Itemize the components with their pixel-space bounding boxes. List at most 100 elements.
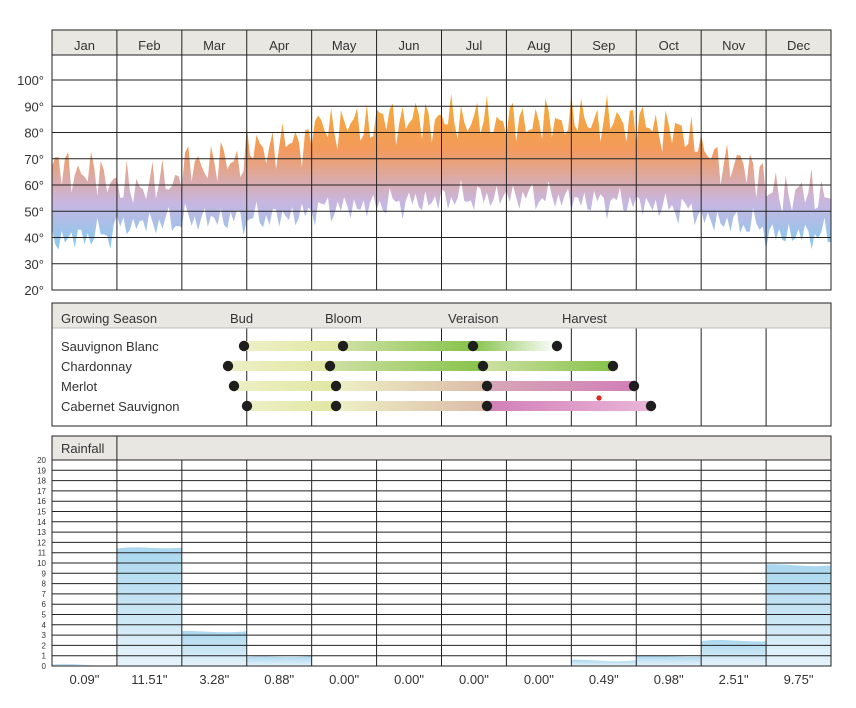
temperature-tick-label: 50° [24, 204, 44, 219]
rainfall-tick-label: 3 [42, 631, 47, 640]
stage-segment [487, 381, 634, 391]
rainfall-tick-label: 17 [37, 487, 46, 496]
temperature-frame [51, 29, 832, 291]
stage-segment [228, 361, 330, 371]
rainfall-tick-label: 4 [42, 621, 47, 630]
stage-dot-bud [228, 380, 240, 392]
rainfall-tick-label: 2 [42, 641, 47, 650]
rainfall-tick-label: 0 [42, 662, 47, 671]
stage-dot-harvest [607, 360, 619, 372]
rainfall-bar-feb [116, 547, 182, 666]
rainfall-tick-label: 15 [37, 508, 46, 517]
rainfall-bar-dec [766, 564, 831, 666]
month-label-feb: Feb [138, 38, 160, 53]
rainfall-tick-label: 6 [42, 600, 47, 609]
temperature-tick-label: 60° [24, 178, 44, 193]
rainfall-bar-jan [52, 663, 117, 666]
temperature-tick-label: 80° [24, 126, 44, 141]
rainfall-tick-label: 20 [37, 456, 46, 465]
rainfall-tick-label: 13 [37, 528, 46, 537]
month-label-may: May [332, 38, 357, 53]
stage-label-veraison: Veraison [448, 311, 499, 326]
variety-label: Chardonnay [61, 359, 132, 374]
month-label-mar: Mar [203, 38, 226, 53]
stage-segment [336, 381, 487, 391]
variety-label: Sauvignon Blanc [61, 339, 159, 354]
rainfall-total-oct: 0.98" [654, 672, 684, 687]
stage-dot-harvest [628, 380, 640, 392]
temperature-tick-label: 20° [24, 283, 44, 298]
stage-segment [343, 341, 473, 351]
rainfall-tick-label: 18 [37, 477, 46, 486]
stage-segment [234, 381, 336, 391]
stage-dot-bud [241, 400, 253, 412]
growing-season-chart: Growing Season Bud Bloom Veraison Harvest Sau… [51, 302, 832, 427]
stage-segment [487, 401, 651, 411]
rainfall-total-feb: 11.51" [131, 672, 168, 687]
month-label-dec: Dec [787, 38, 811, 53]
stage-label-bud: Bud [230, 311, 253, 326]
rainfall-tick-label: 12 [37, 538, 46, 547]
month-label-jul: Jul [466, 38, 483, 53]
rainfall-total-jan: 0.09" [69, 672, 99, 687]
rainfall-tick-label: 11 [38, 549, 47, 558]
stage-dot-veraison [467, 340, 479, 352]
stage-dot-harvest [551, 340, 563, 352]
month-label-jan: Jan [74, 38, 95, 53]
stage-dot-veraison [481, 380, 493, 392]
growing-frame [51, 302, 832, 427]
rainfall-chart: Rainfall20191817161514131211109876543210… [37, 435, 832, 687]
month-label-oct: Oct [659, 38, 680, 53]
rainfall-bar-sep [571, 659, 637, 666]
month-label-aug: Aug [527, 38, 550, 53]
rainfall-header-band [52, 436, 831, 460]
rainfall-tick-label: 19 [37, 466, 46, 475]
rainfall-bar-mar [181, 630, 247, 666]
rainfall-tick-label: 9 [42, 569, 47, 578]
rainfall-bar-oct [636, 655, 702, 666]
month-label-sep: Sep [592, 38, 615, 53]
temperature-tick-label: 90° [24, 99, 44, 114]
stage-segment [473, 341, 557, 351]
stage-label-harvest: Harvest [562, 311, 607, 326]
variety-label: Cabernet Sauvignon [61, 399, 180, 414]
stage-segment [483, 361, 613, 371]
stage-segment [336, 401, 487, 411]
temperature-tick-label: 30° [24, 257, 44, 272]
rainfall-total-jun: 0.00" [394, 672, 424, 687]
stage-dot-harvest [645, 400, 657, 412]
stage-segment [330, 361, 483, 371]
rainfall-tick-label: 8 [42, 580, 47, 589]
red-marker-dot [596, 395, 602, 401]
variety-label: Merlot [61, 379, 98, 394]
temperature-tick-label: 70° [24, 152, 44, 167]
rainfall-tick-label: 14 [37, 518, 46, 527]
stage-dot-bloom [324, 360, 336, 372]
stage-segment [244, 341, 343, 351]
rainfall-total-jul: 0.00" [459, 672, 489, 687]
rainfall-tick-label: 5 [42, 611, 47, 620]
rainfall-bar-apr [246, 656, 312, 666]
stage-label-bloom: Bloom [325, 311, 362, 326]
rainfall-total-dec: 9.75" [784, 672, 814, 687]
rainfall-total-mar: 3.28" [199, 672, 229, 687]
growing-season-title: Growing Season [61, 311, 157, 326]
rainfall-tick-label: 10 [37, 559, 46, 568]
rainfall-title: Rainfall [61, 441, 104, 456]
rainfall-tick-label: 16 [37, 497, 46, 506]
rainfall-total-aug: 0.00" [524, 672, 554, 687]
stage-dot-veraison [477, 360, 489, 372]
rainfall-total-may: 0.00" [329, 672, 359, 687]
rainfall-tick-label: 7 [42, 590, 47, 599]
growing-header-band [52, 303, 831, 328]
rainfall-total-apr: 0.88" [264, 672, 294, 687]
rainfall-total-sep: 0.49" [589, 672, 619, 687]
rainfall-tick-label: 1 [42, 652, 47, 661]
temperature-tick-label: 100° [17, 73, 44, 88]
stage-dot-bud [238, 340, 250, 352]
stage-dot-bloom [330, 380, 342, 392]
rainfall-total-nov: 2.51" [719, 672, 749, 687]
rainfall-title-cell [52, 436, 117, 460]
